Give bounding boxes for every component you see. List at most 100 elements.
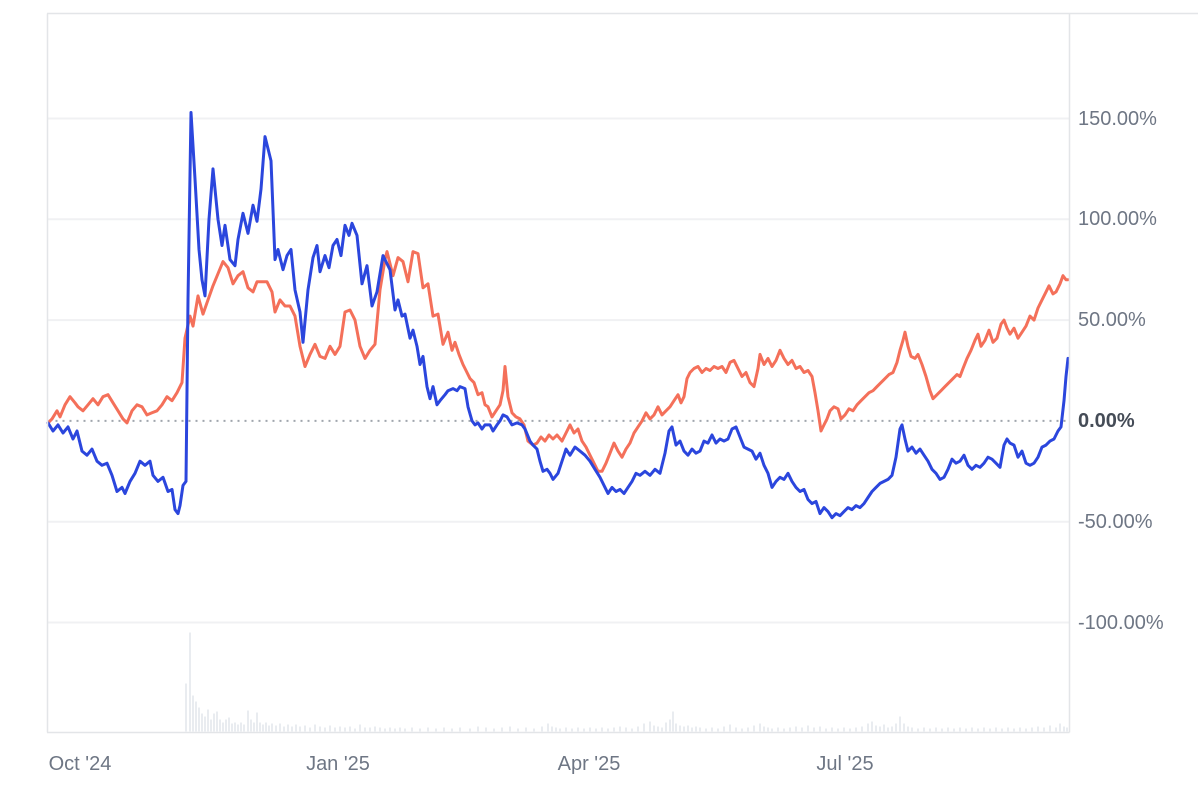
volume-bar [657,726,659,732]
volume-bar [619,726,621,732]
volume-bar [1007,727,1009,732]
volume-bar [843,727,845,732]
volume-bar [222,722,224,732]
volume-bar [231,723,233,732]
volume-bar [695,726,697,732]
volume-bar [517,728,519,732]
volume-bar [649,721,651,732]
volume-bar [675,723,677,732]
volume-bar [849,728,851,732]
volume-bar [185,683,187,732]
volume-bar [1031,727,1033,732]
volume-bar [989,728,991,732]
volume-bar [665,722,667,732]
volume-bar [314,724,316,732]
x-tick-label: Oct '24 [48,753,112,775]
volume-bar [941,728,943,732]
volume-bar [195,701,197,732]
volume-bar [923,727,925,732]
x-tick-label: Apr '25 [557,753,621,775]
volume-bar [631,728,633,732]
volume-bar [354,728,356,732]
x-tick-label: Jul '25 [816,753,874,775]
volume-bar [911,727,913,732]
volume-bar [469,728,471,732]
volume-bar [672,711,674,732]
volume-bar [374,726,376,732]
volume-bar [871,721,873,732]
volume-bar [661,727,663,732]
volume-bar [899,716,901,732]
volume-bar [595,728,597,732]
volume-bar [691,727,693,732]
volume-bar [394,728,396,732]
y-tick-label: 50.00% [1078,309,1146,332]
volume-bar [903,723,905,732]
volume-bar [837,728,839,732]
volume-bar [747,727,749,732]
y-tick-label: 100.00% [1078,208,1157,231]
y-tick-label: 150.00% [1078,107,1157,130]
volume-bar [404,728,406,732]
volume-bar [895,723,897,732]
volume-bar [855,727,857,732]
volume-bar [717,728,719,732]
volume-bar [319,726,321,732]
volume-bar [299,726,301,732]
volume-bar [735,727,737,732]
volume-bar [339,726,341,732]
volume-bar [995,727,997,732]
volume-bar [555,727,557,732]
volume-bar [917,728,919,732]
volume-bar [485,727,487,732]
volume-bar [643,723,645,732]
volume-bar [571,728,573,732]
volume-bar [201,713,203,732]
volume-bar [240,722,242,732]
volume-bar [879,726,881,732]
volume-bar [268,725,270,732]
volume-bar [1049,725,1051,732]
volume-bar [679,725,681,732]
volume-bar [349,726,351,732]
volume-bar [324,727,326,732]
volume-bar [559,728,561,732]
volume-bar [1025,728,1027,732]
volume-bar [256,712,258,732]
volume-bar [1066,727,1068,732]
volume-bar [875,725,877,732]
blue-series-line[interactable] [46,111,1070,520]
volume-bar [275,725,277,732]
volume-bar [819,726,821,732]
volume-bar [1055,727,1057,732]
volume-bar [1001,728,1003,732]
volume-bar [771,728,773,732]
volume-bar [334,727,336,732]
volume-bar [359,724,361,732]
volume-bar [237,724,239,732]
volume-bar [907,726,909,732]
volume-bar [1059,723,1061,732]
volume-bar [213,713,215,732]
volume-bar [541,726,543,732]
volume-bar [887,727,889,732]
volume-bar [801,727,803,732]
volume-bar [861,726,863,732]
volume-bar [234,722,236,732]
volume-bar [493,728,495,732]
volume-bar [329,725,331,732]
volume-bar [1019,727,1021,732]
volume-bar [601,727,603,732]
volume-bar [867,723,869,732]
volume-bar [283,726,285,732]
orange-series-line[interactable] [46,250,1070,473]
volume-bar [477,726,479,732]
volume-bar [565,727,567,732]
volume-bar [253,722,255,732]
volume-bar [763,726,765,732]
volume-bar [384,728,386,732]
volume-bar [533,728,535,732]
y-tick-label: -100.00% [1078,611,1164,634]
